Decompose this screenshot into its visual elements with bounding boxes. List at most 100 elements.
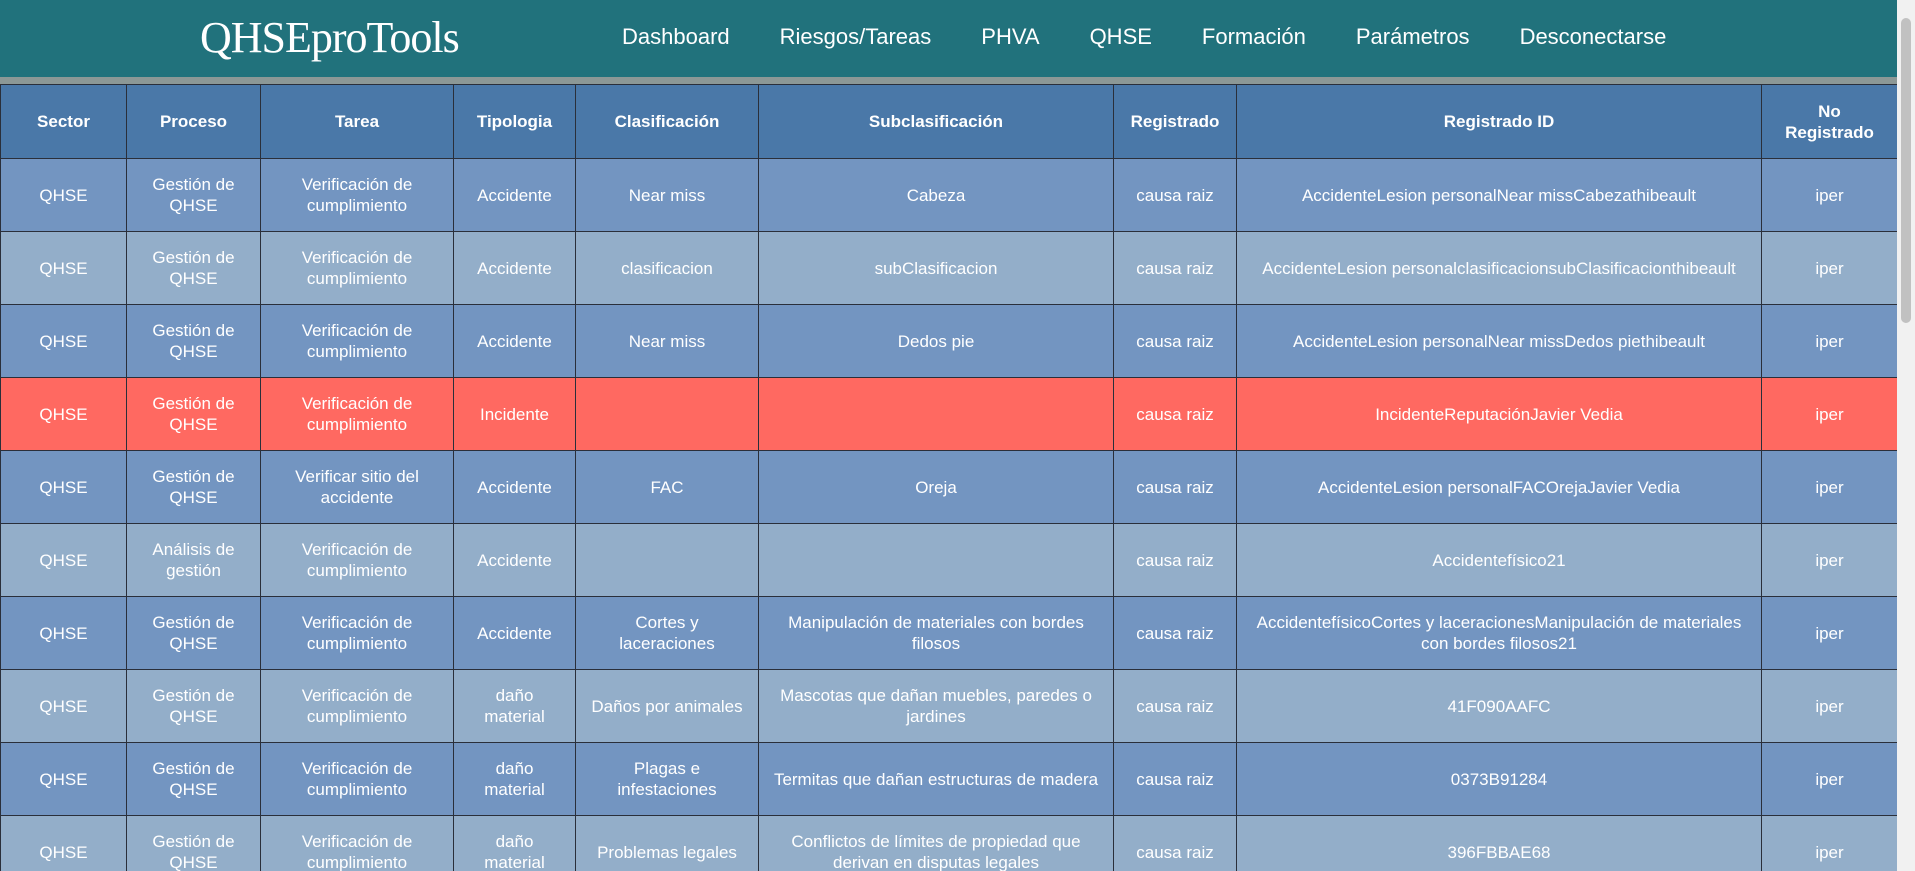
table-cell: [758, 523, 1114, 597]
table-cell: [575, 377, 759, 451]
nav-link[interactable]: Riesgos/Tareas: [779, 24, 932, 49]
table-cell: QHSE: [0, 742, 127, 816]
table-cell: iper: [1761, 669, 1897, 743]
table-cell: Mascotas que dañan muebles, paredes o ja…: [758, 669, 1114, 743]
table-row[interactable]: QHSE Gestión de QHSE Verificación de cumpl…: [0, 158, 1897, 232]
table-cell: subClasificacion: [758, 231, 1114, 305]
table-cell: Accidentefísico21: [1236, 523, 1762, 597]
table-cell: iper: [1761, 304, 1897, 378]
table-cell: causa raiz: [1113, 523, 1237, 597]
table-cell: Verificación de cumplimiento: [260, 742, 454, 816]
table-cell: Verificación de cumplimiento: [260, 231, 454, 305]
table-cell: causa raiz: [1113, 450, 1237, 524]
table-cell: daño material: [453, 669, 576, 743]
table-cell: causa raiz: [1113, 596, 1237, 670]
table-cell: causa raiz: [1113, 742, 1237, 816]
column-header: Subclasificación: [758, 84, 1114, 159]
table-cell: Verificación de cumplimiento: [260, 815, 454, 871]
table-row[interactable]: QHSE Gestión de QHSE Verificación de cumpl…: [0, 231, 1897, 305]
table-cell: QHSE: [0, 377, 127, 451]
table-row[interactable]: QHSE Gestión de QHSE Verificación de cumpl…: [0, 304, 1897, 378]
table-row[interactable]: QHSE Gestión de QHSE Verificación de cumpl…: [0, 377, 1897, 451]
table-cell: QHSE: [0, 304, 127, 378]
table-cell: causa raiz: [1113, 815, 1237, 871]
table: Sector Proceso Tarea Tipologia Clasificación…: [0, 84, 1897, 871]
table-cell: AccidenteLesion personalNear missCabezat…: [1236, 158, 1762, 232]
table-cell: AccidenteLesion personalNear missDedos p…: [1236, 304, 1762, 378]
table-cell: Dedos pie: [758, 304, 1114, 378]
table-cell: Accidente: [453, 158, 576, 232]
table-cell: Cabeza: [758, 158, 1114, 232]
table-cell: QHSE: [0, 450, 127, 524]
table-cell: QHSE: [0, 158, 127, 232]
table-row[interactable]: QHSE Gestión de QHSE Verificar sitio del a…: [0, 450, 1897, 524]
column-header: Tarea: [260, 84, 454, 159]
table-cell: Gestión de QHSE: [126, 669, 261, 743]
table-wrap: Sector Proceso Tarea Tipologia Clasificación…: [0, 84, 1897, 871]
table-cell: Accidente: [453, 596, 576, 670]
table-cell: causa raiz: [1113, 158, 1237, 232]
table-row[interactable]: QHSE Gestión de QHSE Verificación de cumpl…: [0, 742, 1897, 816]
table-cell: Gestión de QHSE: [126, 815, 261, 871]
top-bar: QHSEproTools Dashboard Riesgos/Tareas PHVA…: [0, 0, 1897, 77]
table-cell: iper: [1761, 377, 1897, 451]
table-cell: Incidente: [453, 377, 576, 451]
table-cell: daño material: [453, 742, 576, 816]
table-cell: Gestión de QHSE: [126, 450, 261, 524]
nav-link[interactable]: Desconectarse: [1519, 24, 1667, 49]
table-cell: daño material: [453, 815, 576, 871]
column-header: Registrado ID: [1236, 84, 1762, 159]
table-cell: Gestión de QHSE: [126, 742, 261, 816]
table-cell: Verificación de cumplimiento: [260, 523, 454, 597]
column-header: Proceso: [126, 84, 261, 159]
scrollbar[interactable]: [1897, 0, 1915, 871]
table-cell: iper: [1761, 450, 1897, 524]
table-cell: iper: [1761, 596, 1897, 670]
table-row[interactable]: QHSE Gestión de QHSE Verificación de cumpl…: [0, 596, 1897, 670]
table-row[interactable]: QHSE Gestión de QHSE Verificación de cumpl…: [0, 669, 1897, 743]
scrollbar-thumb[interactable]: [1901, 18, 1911, 323]
table-cell: AccidentefísicoCortes y laceracionesMani…: [1236, 596, 1762, 670]
header-row: Sector Proceso Tarea Tipologia Clasificación…: [0, 84, 1897, 159]
table-cell: clasificacion: [575, 231, 759, 305]
table-cell: Near miss: [575, 158, 759, 232]
table-row[interactable]: QHSE Análisis de gestión Verificación de c…: [0, 523, 1897, 597]
table-cell: iper: [1761, 742, 1897, 816]
table-cell: causa raiz: [1113, 231, 1237, 305]
table-cell: iper: [1761, 815, 1897, 871]
table-cell: IncidenteReputaciónJavier Vedia: [1236, 377, 1762, 451]
table-cell: Verificación de cumplimiento: [260, 669, 454, 743]
logo[interactable]: QHSEproTools: [200, 13, 460, 62]
table-row[interactable]: QHSE Gestión de QHSE Verificación de cumpl…: [0, 815, 1897, 871]
nav-link[interactable]: Parámetros: [1355, 24, 1470, 49]
separator: [0, 77, 1897, 84]
table-cell: 0373B91284: [1236, 742, 1762, 816]
nav: Dashboard Riesgos/Tareas PHVA QHSE Formación…: [622, 24, 1666, 50]
table-cell: Verificación de cumplimiento: [260, 596, 454, 670]
column-header: Sector: [0, 84, 127, 159]
table-cell: Termitas que dañan estructuras de madera: [758, 742, 1114, 816]
nav-link[interactable]: QHSE: [1089, 24, 1152, 49]
column-header: No Registrado: [1761, 84, 1897, 159]
table-cell: Cortes y laceraciones: [575, 596, 759, 670]
column-header: Clasificación: [575, 84, 759, 159]
table-cell: causa raiz: [1113, 304, 1237, 378]
table-cell: QHSE: [0, 669, 127, 743]
nav-link[interactable]: Dashboard: [622, 24, 730, 49]
table-cell: Plagas e infestaciones: [575, 742, 759, 816]
table-cell: 41F090AAFC: [1236, 669, 1762, 743]
table-cell: Gestión de QHSE: [126, 231, 261, 305]
table-cell: Accidente: [453, 523, 576, 597]
table-cell: [575, 523, 759, 597]
table-cell: Accidente: [453, 231, 576, 305]
nav-link[interactable]: Formación: [1201, 24, 1306, 49]
table-cell: iper: [1761, 158, 1897, 232]
table-cell: Oreja: [758, 450, 1114, 524]
table-cell: Gestión de QHSE: [126, 377, 261, 451]
table-cell: Análisis de gestión: [126, 523, 261, 597]
table-cell: Accidente: [453, 304, 576, 378]
table-cell: [758, 377, 1114, 451]
table-cell: Problemas legales: [575, 815, 759, 871]
nav-link[interactable]: PHVA: [981, 24, 1040, 49]
